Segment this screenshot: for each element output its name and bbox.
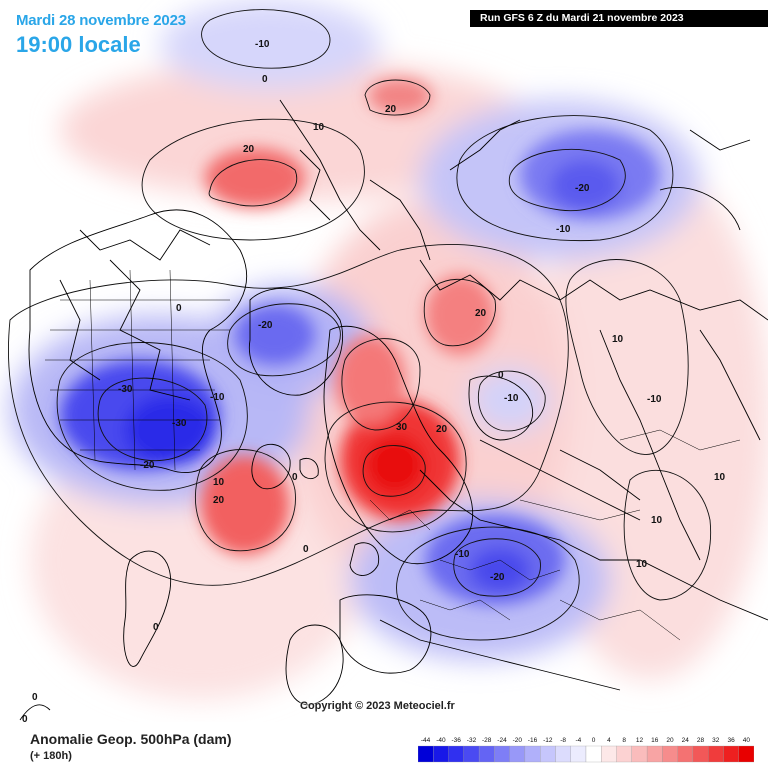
- scale-swatch: [723, 745, 739, 763]
- scale-tick-label: -40: [436, 737, 446, 744]
- contour-label: 0: [153, 622, 159, 633]
- contour-label: -10: [556, 224, 571, 235]
- lead-time: (+ 180h): [30, 750, 72, 762]
- contour-label: -10: [455, 549, 470, 560]
- contour-label: 0: [32, 692, 38, 703]
- scale-tick-label: 20: [666, 737, 674, 744]
- contour-label: 10: [313, 122, 325, 133]
- contour-label: -20: [490, 572, 505, 583]
- scale-swatch: [448, 745, 464, 763]
- scale-tick-label: -32: [467, 737, 477, 744]
- scale-tick-label: -16: [528, 737, 538, 744]
- contour-label: 20: [213, 495, 225, 506]
- scale-tick-label: -28: [482, 737, 492, 744]
- contour-label: 0: [176, 303, 182, 314]
- contour-label: 0: [22, 714, 28, 722]
- contour-label: 30: [396, 422, 408, 433]
- color-scale-legend: -44 -40 -36 -32 -28 -24 -20 -16 -12 -8 -4 0 4 8 12 16 20…: [418, 737, 754, 763]
- scale-tick-label: -44: [421, 737, 431, 744]
- scale-tick-label: -36: [451, 737, 461, 744]
- coastlines: [19, 99, 768, 721]
- contour-label: -30: [118, 384, 133, 395]
- contour-label: -30: [172, 418, 187, 429]
- contour-label: 0: [262, 74, 268, 85]
- contour-label: -10: [504, 393, 519, 404]
- scale-swatch: [433, 745, 449, 763]
- scale-tick-label: 12: [636, 737, 644, 744]
- scale-tick-label: 8: [622, 737, 626, 744]
- scale-swatch: [509, 745, 526, 763]
- scale-tick-label: 24: [682, 737, 690, 744]
- contour-label: 0: [303, 544, 309, 555]
- scale-swatch: [463, 745, 480, 763]
- scale-swatch: [418, 745, 434, 763]
- scale-swatch: [738, 745, 754, 763]
- scale-swatch: [631, 745, 648, 763]
- forecast-date: Mardi 28 novembre 2023: [16, 12, 186, 29]
- scale-swatch: [540, 745, 556, 763]
- contour-label: 20: [436, 424, 448, 435]
- scale-tick-label: 16: [651, 737, 659, 744]
- scale-swatch: [585, 745, 602, 763]
- contour-label: 10: [714, 472, 726, 483]
- contour-label: 10: [651, 515, 663, 526]
- contour-label: -20: [575, 183, 590, 194]
- anomaly-cores: [60, 78, 660, 605]
- contour-label: -10: [210, 392, 225, 403]
- scale-tick-label: 4: [607, 737, 611, 744]
- scale-tick-label: -4: [576, 737, 582, 744]
- scale-swatch: [494, 745, 510, 763]
- scale-tick-label: -12: [543, 737, 553, 744]
- contour-label: -20: [140, 460, 155, 471]
- scale-tick-label: 32: [712, 737, 720, 744]
- scale-tick-label: 40: [743, 737, 751, 744]
- contour-label: -10: [647, 394, 662, 405]
- scale-swatch: [478, 745, 495, 763]
- scale-swatch: [692, 745, 709, 763]
- scale-swatch: [708, 745, 724, 763]
- field-title: Anomalie Geop. 500hPa (dam): [30, 731, 232, 747]
- scale-tick-label: 0: [592, 737, 596, 744]
- contour-label: 0: [498, 370, 504, 381]
- contour-label: -10: [255, 39, 270, 50]
- copyright-notice: Copyright © 2023 Meteociel.fr: [300, 700, 455, 712]
- contour-label: 10: [612, 334, 624, 345]
- scale-tick-label: -24: [497, 737, 507, 744]
- scale-tick-label: 28: [697, 737, 705, 744]
- scale-tick-label: 36: [727, 737, 735, 744]
- scale-swatch: [555, 745, 571, 763]
- contour-label: 20: [243, 144, 255, 155]
- contour-label: 10: [213, 477, 225, 488]
- contour-labels: -10 0 20 10 20 -20 -10 0 -20 -30 -30 -10…: [22, 39, 726, 722]
- model-run-label: Run GFS 6 Z du Mardi 21 novembre 2023: [470, 10, 768, 27]
- contour-label: 20: [475, 308, 487, 319]
- scale-tick-label: -8: [560, 737, 566, 744]
- scale-swatch: [662, 745, 678, 763]
- scale-swatch: [616, 745, 632, 763]
- scale-swatch: [601, 745, 617, 763]
- contour-label: 20: [385, 104, 397, 115]
- scale-tick-label: -20: [513, 737, 523, 744]
- forecast-time: 19:00 locale: [16, 32, 141, 57]
- scale-swatch: [677, 745, 694, 763]
- contour-label: 0: [292, 472, 298, 483]
- contour-label: -20: [258, 320, 273, 331]
- scale-swatch: [646, 745, 663, 763]
- borders: [45, 269, 741, 641]
- scale-swatch: [570, 745, 587, 763]
- contour-label: 10: [636, 559, 648, 570]
- anomaly-map: -10 0 20 10 20 -20 -10 0 -20 -30 -30 -10…: [8, 0, 768, 722]
- scale-swatch: [524, 745, 541, 763]
